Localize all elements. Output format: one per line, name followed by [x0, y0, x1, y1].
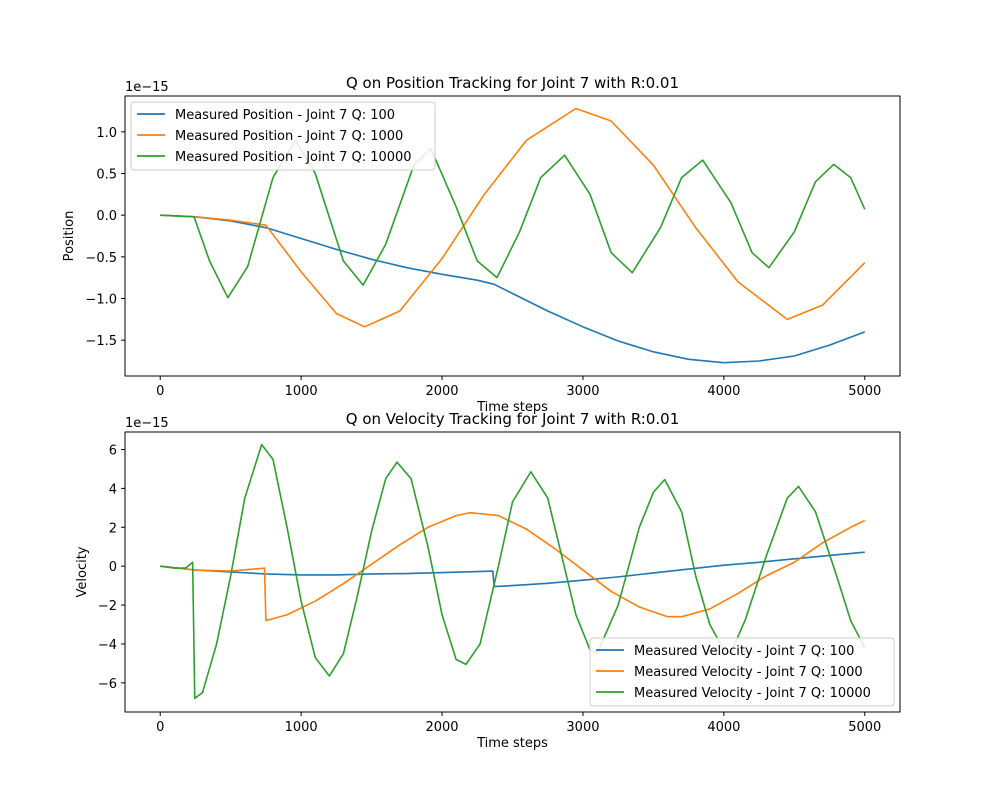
axis-scale-label: 1e−15 — [125, 80, 169, 95]
y-tick-label: 6 — [109, 444, 117, 459]
legend-entry-1: Measured Velocity - Joint 7 Q: 100 — [634, 644, 854, 659]
y-tick-label: −1.5 — [85, 334, 117, 349]
x-tick-label: 0 — [156, 384, 164, 399]
chart-title: Q on Position Tracking for Joint 7 with … — [346, 74, 679, 92]
y-tick-label: 4 — [109, 482, 117, 497]
axis-scale-label: 1e−15 — [125, 416, 169, 431]
y-axis-label: Position — [62, 211, 77, 262]
x-tick-label: 4000 — [707, 720, 740, 735]
x-tick-label: 5000 — [848, 720, 881, 735]
y-tick-label: −4 — [98, 638, 117, 653]
x-tick-label: 1000 — [285, 720, 318, 735]
series-line-1 — [160, 214, 866, 364]
plot-frame — [124, 95, 901, 377]
y-tick-label: 0.0 — [96, 209, 117, 224]
series-line-1 — [160, 551, 865, 588]
legend-box — [130, 101, 436, 171]
y-tick-label: 2 — [109, 521, 117, 536]
y-tick-label: −6 — [98, 677, 117, 692]
legend-entry-3: Measured Velocity - Joint 7 Q: 10000 — [634, 686, 871, 701]
x-axis-label: Time steps — [476, 400, 548, 415]
x-tick-label: 5000 — [848, 384, 881, 399]
x-tick-label: 2000 — [425, 720, 458, 735]
legend-entry-2: Measured Velocity - Joint 7 Q: 1000 — [634, 665, 863, 680]
series-line-2 — [160, 107, 866, 328]
chart-1: 0 1000 2000 3000 4000 5000 −1.5 −1.0 −0.5 0.0 0.5 1… — [62, 74, 901, 415]
x-tick-label: 3000 — [566, 720, 599, 735]
x-tick-label: 0 — [156, 720, 164, 735]
chart-title: Q on Velocity Tracking for Joint 7 with … — [346, 410, 680, 428]
x-tick-label: 4000 — [707, 384, 740, 399]
y-tick-label: 1.0 — [96, 126, 117, 141]
series-line-2 — [160, 511, 866, 622]
y-tick-label: −1.0 — [85, 293, 117, 308]
legend: Measured Position - Joint 7 Q: 100 Measur… — [130, 101, 436, 171]
plot-frame — [124, 431, 901, 713]
legend-entry-1: Measured Position - Joint 7 Q: 100 — [175, 108, 395, 123]
y-axis-label: Velocity — [75, 546, 90, 597]
x-tick-label: 3000 — [566, 384, 599, 399]
y-tick-label: −2 — [98, 599, 117, 614]
y-tick-label: 0.5 — [96, 168, 117, 183]
legend-box — [589, 637, 895, 707]
y-tick-label: 0 — [109, 560, 117, 575]
legend-entry-2: Measured Position - Joint 7 Q: 1000 — [175, 129, 403, 144]
chart-2: 0 1000 2000 3000 4000 5000 −6 −4 −2 0 2 4 6 1e−15 Q on… — [75, 410, 901, 751]
x-tick-label: 1000 — [285, 384, 318, 399]
legend-entry-3: Measured Position - Joint 7 Q: 10000 — [175, 150, 412, 165]
x-axis-label: Time steps — [476, 736, 548, 751]
x-tick-label: 2000 — [425, 384, 458, 399]
y-tick-label: −0.5 — [85, 251, 117, 266]
legend: Measured Velocity - Joint 7 Q: 100 Measur… — [589, 637, 895, 707]
